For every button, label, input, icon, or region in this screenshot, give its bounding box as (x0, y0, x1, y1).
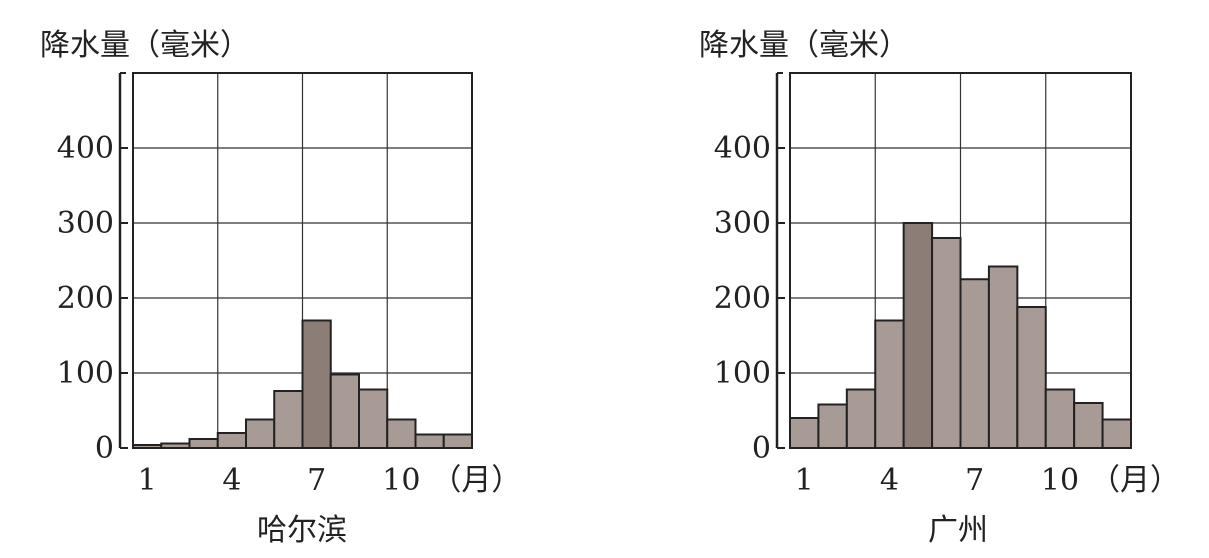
bar-month-6 (273, 390, 304, 449)
bar-month-5 (245, 418, 276, 449)
y-tick-label: 100 (714, 356, 771, 391)
bar-month-2 (817, 403, 848, 449)
bar-month-11 (414, 433, 445, 449)
chart-panel-2: 降水量（毫米） 0 100 200 300 400 1 4 7 10 （月） 广州 (699, 28, 1180, 548)
y-tick-label: 300 (57, 206, 114, 241)
y-tick-label: 0 (752, 431, 771, 466)
y-tick-label: 200 (57, 281, 114, 316)
bar-month-8 (329, 373, 360, 449)
y-axis-title: 降水量（毫米） (40, 28, 250, 63)
x-tick-label: 7 (307, 463, 326, 498)
bar-month-3 (188, 438, 219, 449)
bar-month-5 (902, 222, 934, 449)
x-tick-label: 10 (382, 463, 420, 498)
x-axis-unit: （月） (1090, 463, 1180, 498)
x-tick-label: 4 (880, 463, 899, 498)
x-tick-label: 1 (795, 463, 814, 498)
plot-frame (789, 72, 1132, 449)
bar-month-11 (1073, 402, 1104, 449)
chart-title: 哈尔滨 (257, 513, 347, 548)
bar-month-10 (386, 418, 417, 449)
x-tick-label: 7 (965, 463, 984, 498)
bar-month-4 (874, 319, 905, 449)
bar-month-9 (358, 388, 389, 449)
x-axis-unit: （月） (431, 463, 521, 498)
bar-month-4 (216, 432, 247, 449)
y-tick-label: 100 (57, 356, 114, 391)
bar-month-8 (987, 265, 1019, 449)
bar-month-1 (789, 417, 820, 449)
x-tick-label: 1 (138, 463, 157, 498)
y-tick-label: 400 (714, 131, 771, 166)
plot-frame (132, 72, 473, 449)
bar-month-10 (1044, 388, 1076, 449)
bar-month-7 (301, 319, 332, 449)
x-tick-label: 4 (222, 463, 241, 498)
y-tick-label: 400 (57, 131, 114, 166)
bar-month-12 (1101, 418, 1133, 449)
chart-title: 广州 (928, 513, 988, 548)
chart-panel-1: 降水量（毫米） 0 100 200 300 400 1 4 7 10 （月） 哈尔滨 (40, 28, 521, 548)
bar-month-12 (442, 433, 473, 449)
x-tick-label: 10 (1041, 463, 1079, 498)
y-tick-label: 200 (714, 281, 771, 316)
y-tick-label: 0 (95, 431, 114, 466)
bar-month-9 (1016, 306, 1047, 449)
y-axis-title: 降水量（毫米） (699, 28, 909, 63)
bar-month-6 (931, 237, 962, 449)
y-tick-label: 300 (714, 206, 771, 241)
bar-month-3 (845, 388, 877, 449)
bar-month-7 (959, 278, 990, 449)
